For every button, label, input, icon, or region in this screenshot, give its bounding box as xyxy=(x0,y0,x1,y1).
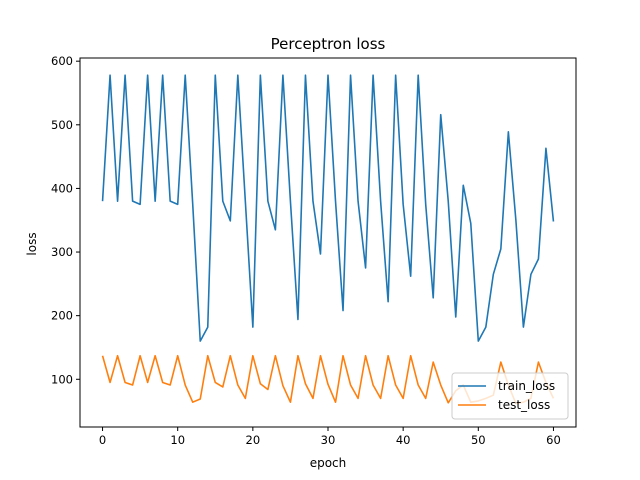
legend-box xyxy=(451,372,569,420)
y-tick-label: 400 xyxy=(51,181,73,195)
x-tick-label: 30 xyxy=(321,433,336,447)
x-tick-label: 40 xyxy=(396,433,411,447)
chart-title: Perceptron loss xyxy=(271,35,386,53)
x-tick-label: 0 xyxy=(99,433,106,447)
plot-frame xyxy=(79,57,577,428)
x-axis-label: epoch xyxy=(310,456,347,470)
ticks-layer: 0 10 20 30 40 50 60 100 200 300 400 500 600 xyxy=(51,54,561,447)
x-tick-label: 50 xyxy=(471,433,486,447)
y-tick-label: 300 xyxy=(51,245,73,259)
y-axis-label: loss xyxy=(25,232,39,255)
x-tick-label: 10 xyxy=(170,433,185,447)
y-tick-label: 100 xyxy=(51,372,73,386)
series-line-train-loss xyxy=(101,74,555,342)
y-tick-label: 500 xyxy=(51,118,73,132)
x-tick-label: 20 xyxy=(246,433,261,447)
legend-label-test-loss: test_loss xyxy=(498,398,550,412)
x-tick-label: 60 xyxy=(546,433,561,447)
legend: train_loss test_loss xyxy=(451,372,569,420)
legend-label-train-loss: train_loss xyxy=(498,379,555,393)
y-tick-label: 600 xyxy=(51,54,73,68)
y-tick-label: 200 xyxy=(51,309,73,323)
